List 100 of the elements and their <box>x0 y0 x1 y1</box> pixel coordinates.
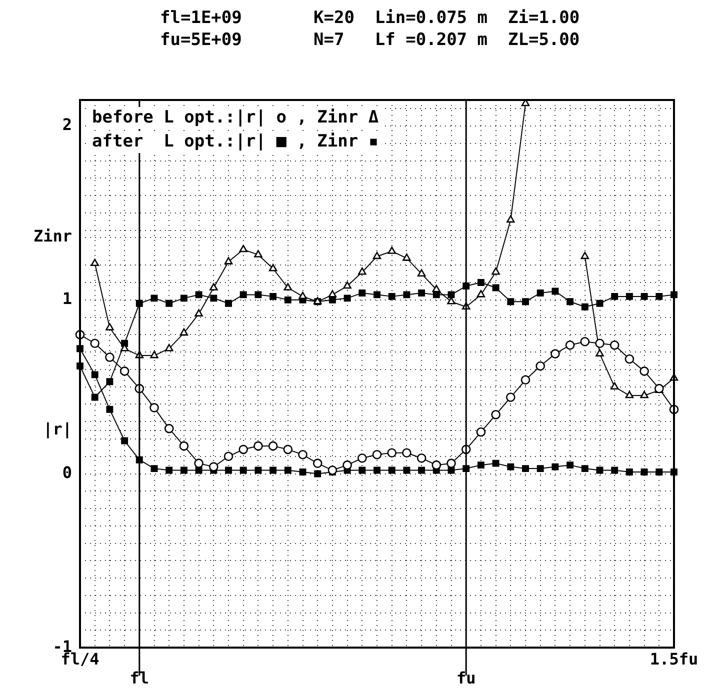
point <box>610 382 619 390</box>
chart-title: fl=1E+09 K=20 Lin=0.075 m Zi=1.00 <box>160 8 580 28</box>
point <box>447 297 456 304</box>
point <box>522 465 529 472</box>
point <box>477 279 484 286</box>
x-tick-label: fl <box>130 668 150 688</box>
point <box>284 283 292 290</box>
point <box>640 292 648 300</box>
point <box>476 290 486 298</box>
point <box>224 452 234 462</box>
point <box>180 294 188 302</box>
point <box>640 366 649 376</box>
point <box>477 462 484 469</box>
point <box>521 100 530 106</box>
point <box>580 252 590 260</box>
point <box>328 296 336 304</box>
point <box>240 291 247 298</box>
point <box>403 466 410 474</box>
point <box>522 298 529 306</box>
point <box>343 281 352 289</box>
point <box>298 292 307 300</box>
point <box>210 294 218 302</box>
point <box>596 466 604 474</box>
point <box>492 267 500 275</box>
point <box>358 466 366 474</box>
point <box>239 244 248 252</box>
point <box>225 466 232 474</box>
point <box>566 462 574 469</box>
point <box>536 289 544 296</box>
point <box>91 394 98 401</box>
point <box>388 292 396 300</box>
point <box>626 468 633 476</box>
point <box>624 354 634 364</box>
point <box>270 466 277 474</box>
point <box>476 427 486 437</box>
point <box>506 392 516 402</box>
y-tick-label: Zinr <box>33 226 72 246</box>
point <box>105 352 114 362</box>
point <box>299 468 306 476</box>
point <box>656 468 663 476</box>
point <box>358 267 366 275</box>
point <box>225 300 232 307</box>
point <box>566 298 574 306</box>
point <box>581 465 588 472</box>
point <box>91 371 98 378</box>
point <box>596 300 604 307</box>
point <box>312 458 322 468</box>
point <box>418 466 426 474</box>
point <box>374 291 380 298</box>
point <box>268 264 278 272</box>
point <box>520 375 530 385</box>
point <box>238 444 248 454</box>
point <box>640 390 648 398</box>
point <box>626 292 633 300</box>
x-tick-label: fu <box>456 668 476 688</box>
point <box>210 283 218 290</box>
point <box>254 466 262 474</box>
point <box>106 378 114 386</box>
point <box>388 466 396 474</box>
point <box>254 250 262 258</box>
point <box>402 448 412 458</box>
point <box>284 466 292 474</box>
point <box>432 284 441 292</box>
point <box>552 463 559 470</box>
point <box>416 453 426 463</box>
point <box>611 292 618 300</box>
point <box>344 294 351 302</box>
point <box>536 465 544 472</box>
point <box>536 361 545 371</box>
point <box>596 349 604 356</box>
point <box>284 296 292 304</box>
point <box>595 338 604 348</box>
point <box>611 466 618 474</box>
point <box>388 246 396 254</box>
y-tick-label: 2 <box>62 115 72 134</box>
point <box>372 252 382 260</box>
point <box>180 328 188 336</box>
point <box>448 291 455 298</box>
y-tick-label: |r| <box>43 419 72 438</box>
point <box>374 466 380 474</box>
point <box>150 350 158 358</box>
annotation: before L opt.:|r| o , Zinr Δ <box>92 107 379 128</box>
point <box>342 460 352 470</box>
point <box>164 424 174 434</box>
x-tick-label: 1.5fu <box>650 649 698 668</box>
point <box>195 291 202 298</box>
point <box>492 460 500 467</box>
point <box>150 465 158 472</box>
point <box>402 254 411 261</box>
point <box>565 340 575 350</box>
point <box>328 290 337 298</box>
chart-subtitle: fu=5E+09 N=7 Lf =0.207 m ZL=5.00 <box>160 30 580 50</box>
point <box>640 468 648 476</box>
point <box>209 462 218 472</box>
point <box>298 450 308 460</box>
point <box>106 323 114 330</box>
point <box>417 269 426 276</box>
point <box>179 441 189 451</box>
point <box>314 470 322 478</box>
point <box>268 441 278 451</box>
